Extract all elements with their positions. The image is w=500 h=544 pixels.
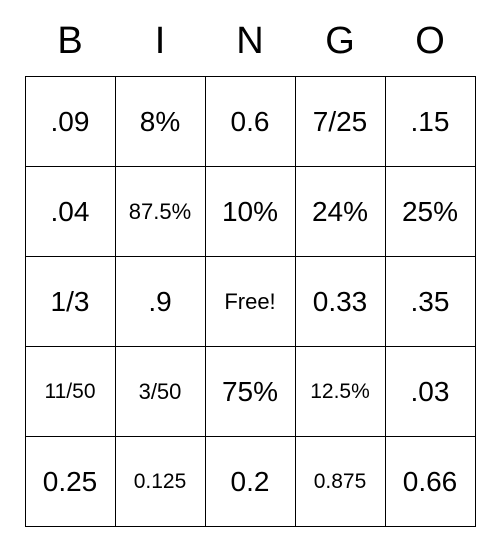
- cell-3-1[interactable]: 3/50: [115, 347, 205, 437]
- cell-0-3[interactable]: 7/25: [295, 77, 385, 167]
- cell-2-1[interactable]: .9: [115, 257, 205, 347]
- header-G: G: [295, 17, 385, 77]
- cell-3-4[interactable]: .03: [385, 347, 475, 437]
- header-O: O: [385, 17, 475, 77]
- cell-2-3[interactable]: 0.33: [295, 257, 385, 347]
- bingo-card: B I N G O .09 8% 0.6 7/25 .15 .04 87.5% …: [25, 17, 476, 528]
- cell-0-2[interactable]: 0.6: [205, 77, 295, 167]
- cell-1-4[interactable]: 25%: [385, 167, 475, 257]
- cell-4-3[interactable]: 0.875: [295, 437, 385, 527]
- cell-1-2[interactable]: 10%: [205, 167, 295, 257]
- header-I: I: [115, 17, 205, 77]
- cell-4-0[interactable]: 0.25: [25, 437, 115, 527]
- cell-1-1[interactable]: 87.5%: [115, 167, 205, 257]
- header-N: N: [205, 17, 295, 77]
- cell-4-4[interactable]: 0.66: [385, 437, 475, 527]
- cell-4-2[interactable]: 0.2: [205, 437, 295, 527]
- cell-3-0[interactable]: 11/50: [25, 347, 115, 437]
- table-row: 0.25 0.125 0.2 0.875 0.66: [25, 437, 475, 527]
- table-row: 11/50 3/50 75% 12.5% .03: [25, 347, 475, 437]
- cell-0-0[interactable]: .09: [25, 77, 115, 167]
- cell-2-0[interactable]: 1/3: [25, 257, 115, 347]
- cell-3-2[interactable]: 75%: [205, 347, 295, 437]
- header-row: B I N G O: [25, 17, 475, 77]
- cell-0-1[interactable]: 8%: [115, 77, 205, 167]
- cell-3-3[interactable]: 12.5%: [295, 347, 385, 437]
- cell-1-3[interactable]: 24%: [295, 167, 385, 257]
- cell-4-1[interactable]: 0.125: [115, 437, 205, 527]
- cell-free[interactable]: Free!: [205, 257, 295, 347]
- cell-1-0[interactable]: .04: [25, 167, 115, 257]
- cell-2-4[interactable]: .35: [385, 257, 475, 347]
- table-row: .09 8% 0.6 7/25 .15: [25, 77, 475, 167]
- table-row: .04 87.5% 10% 24% 25%: [25, 167, 475, 257]
- header-B: B: [25, 17, 115, 77]
- cell-0-4[interactable]: .15: [385, 77, 475, 167]
- table-row: 1/3 .9 Free! 0.33 .35: [25, 257, 475, 347]
